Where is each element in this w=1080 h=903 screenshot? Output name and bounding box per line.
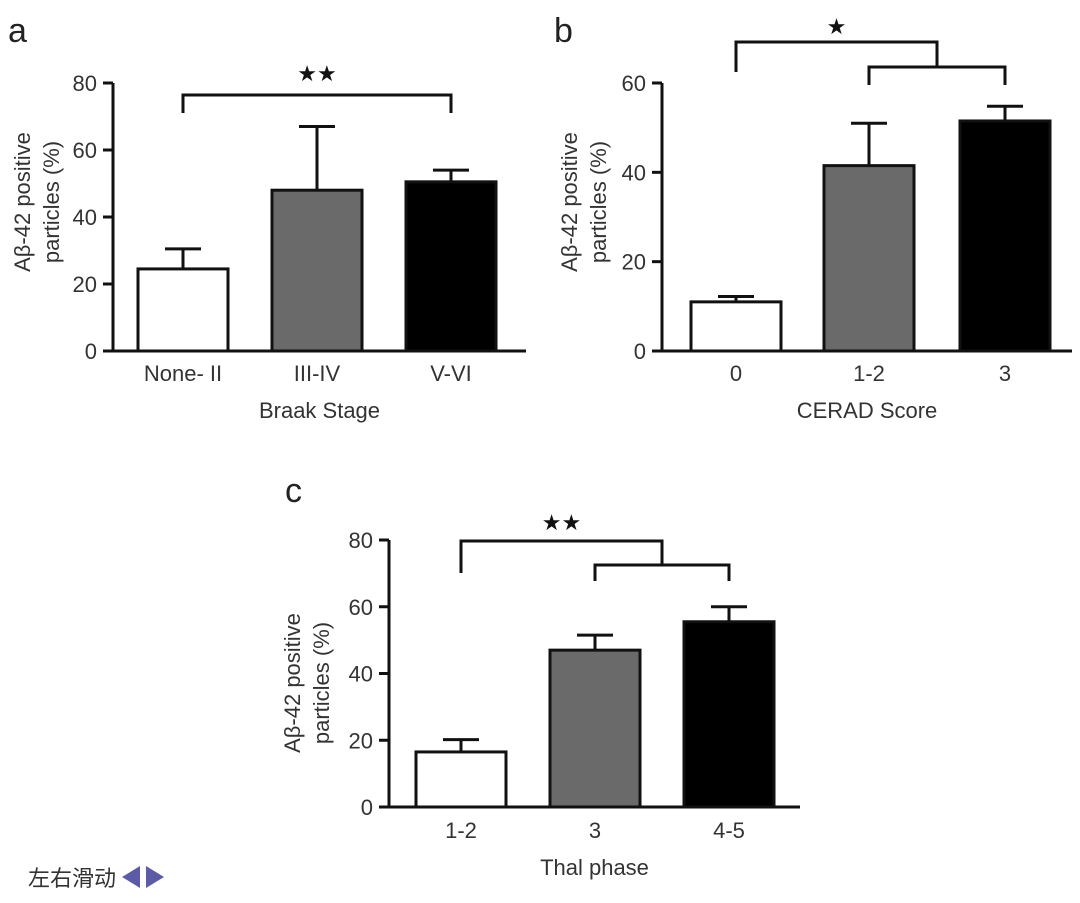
triangle-left-icon[interactable] bbox=[122, 866, 141, 888]
significance-stars: ★ bbox=[827, 15, 847, 40]
significance-subbracket bbox=[593, 563, 731, 581]
y-tick-label: 0 bbox=[361, 795, 373, 820]
chart-panel-c: c 0 20 40 60 80 Aβ-42 positive particles (%) 1-2… bbox=[280, 472, 800, 880]
x-tick-label: III-IV bbox=[294, 361, 341, 386]
x-tick-label: 1-2 bbox=[853, 361, 885, 386]
chart-panel-a: a 0 20 40 60 80 Aβ-42 positive particles (%) Non… bbox=[8, 12, 526, 423]
bar-3 bbox=[958, 119, 1052, 353]
x-tick-label: None- II bbox=[144, 361, 222, 386]
x-tick-label: 3 bbox=[999, 361, 1011, 386]
y-tick-label: 0 bbox=[85, 339, 97, 364]
y-tick-label: 40 bbox=[622, 160, 646, 185]
bar-3 bbox=[682, 620, 776, 809]
bar-1 bbox=[414, 750, 508, 809]
y-tick-label: 40 bbox=[73, 205, 97, 230]
bar-2 bbox=[822, 164, 916, 353]
y-axis-title: Aβ-42 positive particles (%) bbox=[10, 132, 64, 272]
panel-letter: a bbox=[8, 12, 27, 50]
significance-stars: ★★ bbox=[542, 511, 581, 536]
x-tick-label: 4-5 bbox=[713, 818, 745, 843]
x-tick-label: 3 bbox=[589, 818, 601, 843]
y-tick-label: 80 bbox=[73, 71, 97, 96]
y-tick-label: 60 bbox=[73, 138, 97, 163]
significance-bracket bbox=[459, 539, 664, 573]
significance-bracket bbox=[734, 40, 939, 72]
bar-2 bbox=[548, 648, 642, 809]
y-tick-label: 40 bbox=[349, 662, 373, 687]
panel-letter: b bbox=[554, 12, 573, 50]
y-tick-label: 20 bbox=[622, 250, 646, 275]
y-tick-label: 60 bbox=[622, 71, 646, 96]
chart-panel-b: b 0 20 40 60 Aβ-42 positive particles (%) 0 1-2 3… bbox=[554, 12, 1072, 423]
x-axis-title: CERAD Score bbox=[797, 398, 938, 423]
significance-stars: ★★ bbox=[297, 62, 336, 87]
x-tick-label: V-VI bbox=[430, 361, 472, 386]
y-tick-label: 60 bbox=[349, 595, 373, 620]
significance-subbracket bbox=[867, 65, 1007, 85]
bar-3 bbox=[404, 180, 498, 353]
y-tick-label: 20 bbox=[349, 728, 373, 753]
significance-bracket bbox=[181, 93, 453, 113]
swipe-hint: 左右滑动 bbox=[28, 860, 165, 894]
panel-letter: c bbox=[285, 472, 302, 510]
y-axis-title: Aβ-42 positive particles (%) bbox=[557, 132, 611, 272]
y-tick-label: 0 bbox=[634, 339, 646, 364]
y-axis-title: Aβ-42 positive particles (%) bbox=[280, 613, 334, 753]
bar-2 bbox=[270, 188, 364, 353]
y-tick-label: 20 bbox=[73, 272, 97, 297]
y-tick-label: 80 bbox=[349, 528, 373, 553]
x-tick-label: 0 bbox=[730, 361, 742, 386]
bar-1 bbox=[689, 300, 783, 353]
bar-1 bbox=[136, 267, 230, 353]
x-axis-title: Thal phase bbox=[540, 855, 649, 880]
x-tick-label: 1-2 bbox=[445, 818, 477, 843]
swipe-label: 左右滑动 bbox=[28, 867, 117, 892]
triangle-right-icon[interactable] bbox=[146, 866, 165, 888]
x-axis-title: Braak Stage bbox=[259, 398, 380, 423]
